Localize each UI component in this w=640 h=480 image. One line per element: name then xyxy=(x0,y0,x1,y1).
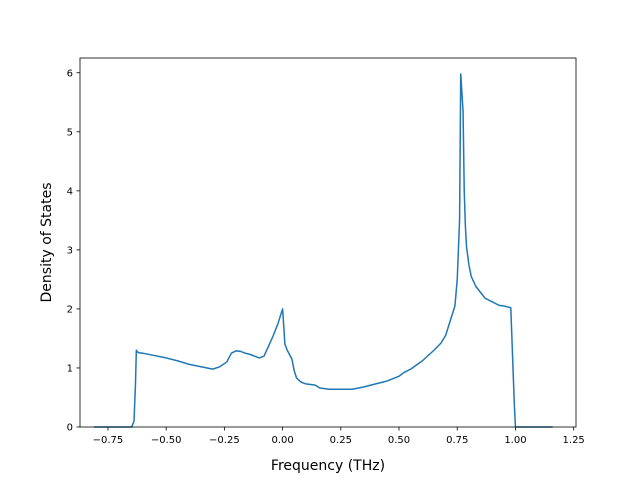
x-tick-group: −0.75 −0.50 −0.25 0.00 0.25 0.50 0.75 1.00 1.25 xyxy=(93,427,585,446)
x-tick-label: 1.00 xyxy=(504,435,526,446)
x-tick-label: −0.25 xyxy=(209,435,240,446)
y-tick-group: 0 1 2 3 4 5 6 xyxy=(67,68,80,434)
plot-frame xyxy=(79,57,577,428)
y-tick-label: 1 xyxy=(67,363,73,374)
x-tick-label: 1.25 xyxy=(563,435,585,446)
y-axis-label: Density of States xyxy=(39,183,55,303)
y-tick-label: 0 xyxy=(67,423,73,434)
x-tick-label: 0.75 xyxy=(446,435,468,446)
x-tick-label: 0.50 xyxy=(388,435,410,446)
x-tick-label: 0.00 xyxy=(271,435,293,446)
x-axis-label: Frequency (THz) xyxy=(271,458,385,474)
y-tick-label: 2 xyxy=(67,304,73,315)
x-tick-label: −0.75 xyxy=(93,435,124,446)
x-tick-label: 0.25 xyxy=(330,435,352,446)
y-tick-label: 4 xyxy=(67,186,73,197)
x-tick-label: −0.50 xyxy=(151,435,182,446)
dos-series-line xyxy=(93,73,553,428)
y-tick-label: 5 xyxy=(67,127,73,138)
y-tick-label: 3 xyxy=(67,245,73,256)
y-tick-label: 6 xyxy=(67,68,73,79)
